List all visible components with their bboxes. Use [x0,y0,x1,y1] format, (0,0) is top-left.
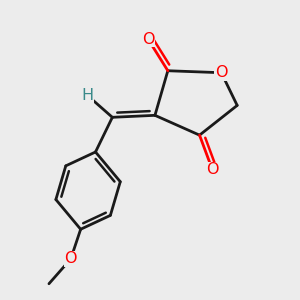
Text: O: O [64,251,77,266]
Text: O: O [206,162,219,177]
Text: O: O [215,65,228,80]
Text: O: O [142,32,154,46]
Text: H: H [82,88,94,103]
